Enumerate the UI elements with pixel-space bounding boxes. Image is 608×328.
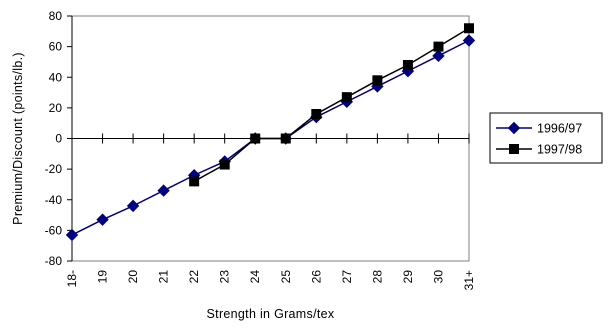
y-tick-label: -40 <box>45 193 63 207</box>
data-point <box>65 228 79 242</box>
data-point <box>341 92 352 103</box>
x-tick-label: 31+ <box>462 270 476 290</box>
x-axis: 18- 19 20 21 22 23 24 25 26 27 28 29 30 31+ <box>65 133 476 290</box>
data-point <box>219 159 230 170</box>
x-tick-label: 25 <box>279 270 293 284</box>
x-tick-label: 21 <box>157 270 171 284</box>
legend-label: 1996/97 <box>537 122 582 136</box>
y-tick-label: -60 <box>45 223 63 237</box>
data-point <box>96 213 109 226</box>
y-tick-label: 0 <box>55 132 62 146</box>
data-point <box>189 176 200 187</box>
y-tick-label: 40 <box>49 70 63 84</box>
data-point <box>280 133 291 144</box>
x-tick-label: 22 <box>187 270 201 284</box>
data-point <box>464 23 474 34</box>
legend-label: 1997/98 <box>537 143 582 157</box>
data-point <box>462 34 476 47</box>
x-tick-label: 27 <box>340 270 354 284</box>
series-line <box>193 27 470 183</box>
y-tick-label: 60 <box>49 40 63 54</box>
y-tick-label: -80 <box>45 254 63 268</box>
data-point <box>507 121 521 135</box>
y-axis: -80 -60 -40 -20 0 20 40 60 80 <box>45 9 73 268</box>
legend-item: 1996/97 <box>496 122 582 136</box>
x-tick-label: 20 <box>126 270 140 284</box>
x-tick-label: 28 <box>370 270 384 284</box>
series-1997-98 <box>189 23 474 187</box>
data-point <box>157 184 170 197</box>
y-tick-label: -20 <box>45 162 63 176</box>
data-point <box>433 41 444 52</box>
data-point <box>402 60 413 70</box>
x-tick-label: 29 <box>401 270 415 284</box>
x-tick-label: 23 <box>218 270 232 284</box>
series-1996-97 <box>65 34 476 242</box>
x-tick-label: 30 <box>431 270 445 284</box>
data-point <box>126 199 140 213</box>
data-point <box>372 75 383 86</box>
x-tick-label: 26 <box>309 270 323 284</box>
data-point <box>250 133 261 144</box>
data-point <box>432 49 445 63</box>
x-axis-title: Strength in Grams/tex <box>207 307 335 321</box>
y-axis-title: Premium/Discount (points/lb.) <box>11 52 25 225</box>
legend: 1996/97 1997/98 <box>489 112 603 164</box>
series-layer <box>65 23 476 242</box>
legend-item: 1997/98 <box>496 143 582 157</box>
data-point <box>509 144 519 154</box>
y-tick-label: 20 <box>49 101 63 115</box>
x-tick-label: 18- <box>65 270 79 287</box>
x-tick-label: 24 <box>248 270 262 284</box>
legend-box <box>489 112 603 164</box>
x-tick-label: 19 <box>96 270 110 284</box>
y-tick-label: 80 <box>49 9 63 23</box>
data-point <box>311 109 322 119</box>
